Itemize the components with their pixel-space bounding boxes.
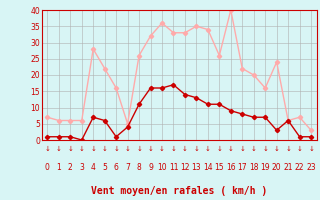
Text: 17: 17 — [237, 164, 247, 172]
Text: 6: 6 — [114, 164, 119, 172]
Text: ↓: ↓ — [216, 146, 222, 152]
Text: ↓: ↓ — [194, 146, 199, 152]
Text: 11: 11 — [169, 164, 178, 172]
Text: ↓: ↓ — [90, 146, 96, 152]
Text: ↓: ↓ — [159, 146, 165, 152]
Text: 20: 20 — [272, 164, 282, 172]
Text: ↓: ↓ — [56, 146, 62, 152]
Text: 16: 16 — [226, 164, 236, 172]
Text: ↓: ↓ — [205, 146, 211, 152]
Text: 2: 2 — [68, 164, 73, 172]
Text: ↓: ↓ — [102, 146, 108, 152]
Text: ↓: ↓ — [79, 146, 85, 152]
Text: ↓: ↓ — [113, 146, 119, 152]
Text: 22: 22 — [295, 164, 304, 172]
Text: 15: 15 — [214, 164, 224, 172]
Text: ↓: ↓ — [125, 146, 131, 152]
Text: 13: 13 — [192, 164, 201, 172]
Text: 12: 12 — [180, 164, 190, 172]
Text: ↓: ↓ — [67, 146, 73, 152]
Text: 4: 4 — [91, 164, 96, 172]
Text: 9: 9 — [148, 164, 153, 172]
Text: 5: 5 — [102, 164, 107, 172]
Text: 18: 18 — [249, 164, 259, 172]
Text: ↓: ↓ — [171, 146, 176, 152]
Text: ↓: ↓ — [297, 146, 302, 152]
Text: ↓: ↓ — [182, 146, 188, 152]
Text: 3: 3 — [79, 164, 84, 172]
Text: 23: 23 — [306, 164, 316, 172]
Text: 19: 19 — [260, 164, 270, 172]
Text: 21: 21 — [284, 164, 293, 172]
Text: 1: 1 — [56, 164, 61, 172]
Text: ↓: ↓ — [148, 146, 154, 152]
Text: 10: 10 — [157, 164, 167, 172]
Text: ↓: ↓ — [274, 146, 280, 152]
Text: ↓: ↓ — [136, 146, 142, 152]
Text: ↓: ↓ — [239, 146, 245, 152]
Text: 7: 7 — [125, 164, 130, 172]
Text: ↓: ↓ — [285, 146, 291, 152]
Text: ↓: ↓ — [262, 146, 268, 152]
Text: ↓: ↓ — [308, 146, 314, 152]
Text: ↓: ↓ — [44, 146, 50, 152]
Text: Vent moyen/en rafales ( km/h ): Vent moyen/en rafales ( km/h ) — [91, 186, 267, 196]
Text: 0: 0 — [45, 164, 50, 172]
Text: ↓: ↓ — [251, 146, 257, 152]
Text: ↓: ↓ — [228, 146, 234, 152]
Text: 8: 8 — [137, 164, 141, 172]
Text: 14: 14 — [203, 164, 213, 172]
